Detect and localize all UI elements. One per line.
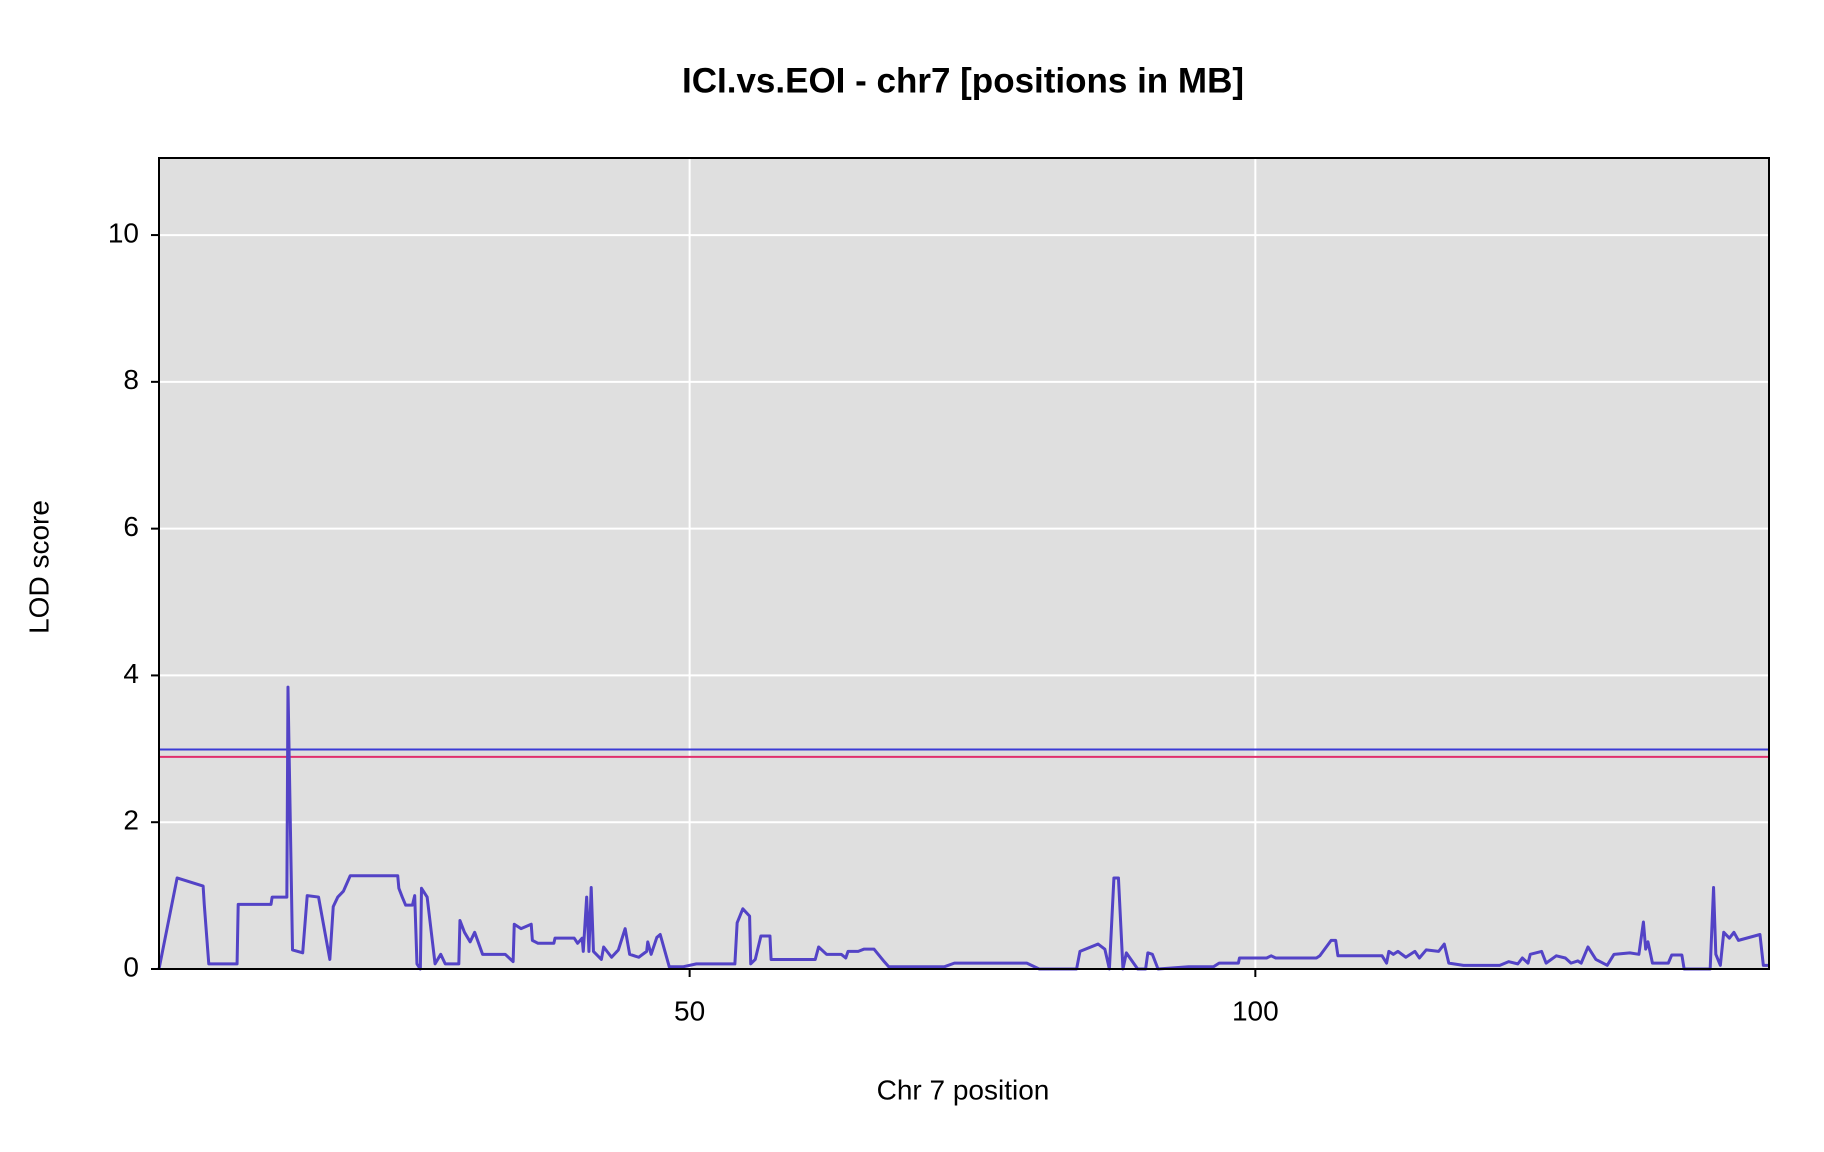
x-tick-label: 100 — [1232, 995, 1279, 1026]
marks — [157, 685, 1769, 971]
y-tick-label: 0 — [123, 951, 139, 982]
y-tick-label: 8 — [123, 364, 139, 395]
lod-line — [157, 685, 1769, 971]
plot-background — [159, 158, 1769, 969]
y-tick-label: 4 — [123, 658, 139, 689]
x-tick-label: 50 — [674, 995, 705, 1026]
y-axis-label: LOD score — [23, 500, 54, 634]
chart-title: ICI.vs.EOI - chr7 [positions in MB] — [682, 61, 1244, 100]
y-tick-label: 2 — [123, 805, 139, 836]
y-tick-label: 10 — [108, 217, 139, 248]
x-axis-label: Chr 7 position — [877, 1074, 1050, 1105]
plot-frame — [158, 157, 1770, 970]
y-tick-label: 6 — [123, 511, 139, 542]
